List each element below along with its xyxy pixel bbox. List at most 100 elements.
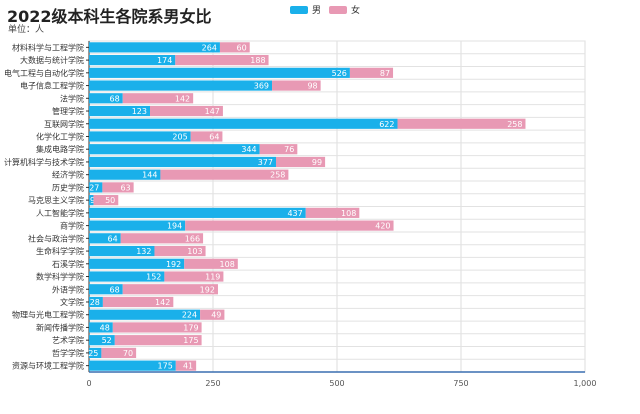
bar-female (102, 182, 134, 193)
y-tick-label: 大数据与统计学院 (20, 55, 84, 65)
data-label: 622 (379, 120, 394, 129)
data-label: 108 (220, 260, 235, 269)
bar-female (112, 322, 202, 333)
y-tick-label: 法学院 (60, 93, 84, 103)
bar-male (89, 105, 151, 117)
data-label: 188 (250, 56, 265, 65)
bar-male (89, 118, 398, 129)
x-tick-label: 750 (453, 379, 468, 388)
data-label: 119 (205, 273, 220, 282)
data-label: 377 (258, 158, 273, 167)
bar-male (89, 309, 201, 320)
bar-female (200, 309, 225, 320)
data-label: 437 (287, 209, 302, 218)
legend-item-male[interactable]: 男 (290, 3, 321, 16)
bar-female (275, 156, 326, 168)
bar-male (89, 220, 186, 231)
bar-female (272, 80, 321, 91)
data-label: 41 (183, 362, 193, 371)
bar-male (89, 207, 306, 218)
data-label: 192 (166, 260, 181, 269)
data-label: 224 (182, 311, 197, 320)
data-label: 68 (110, 285, 120, 294)
bar-female (122, 284, 218, 295)
y-tick-label: 生命科学学院 (36, 246, 84, 256)
data-label: 76 (284, 145, 294, 154)
bar-female (219, 42, 250, 53)
bar-female (349, 67, 394, 78)
y-tick-label: 人工智能学院 (36, 208, 84, 218)
bar-male (89, 360, 176, 371)
data-label: 526 (332, 69, 347, 78)
bar-male (89, 67, 350, 78)
y-tick-label: 马克思主义学院 (28, 195, 84, 205)
bar-male (89, 284, 123, 295)
y-tick-label: 电气工程与自动化学院 (4, 68, 84, 78)
x-tick-label: 0 (86, 379, 91, 388)
y-tick-label: 石溪学院 (52, 259, 84, 269)
data-label: 369 (254, 82, 269, 91)
chart-title: 2022级本科生各院系男女比 (7, 7, 212, 26)
data-label: 194 (167, 222, 182, 231)
bar-male (89, 233, 121, 244)
y-tick-label: 历史学院 (52, 182, 84, 192)
bar-male (89, 245, 155, 257)
y-tick-label: 文学院 (60, 297, 84, 307)
data-label: 63 (120, 183, 130, 192)
bar-female (114, 335, 202, 346)
bar-male (89, 80, 273, 91)
y-tick-label: 资源与环境工程学院 (12, 361, 84, 371)
data-label: 103 (187, 247, 202, 256)
data-label: 25 (88, 349, 98, 358)
bar-male (89, 296, 103, 308)
data-label: 49 (211, 311, 221, 320)
y-tick-label: 材料科学与工程学院 (12, 42, 84, 52)
legend-swatch-female (329, 5, 348, 14)
y-tick-label: 商学院 (60, 221, 84, 231)
y-tick-label: 管理学院 (52, 106, 84, 116)
bar-female (175, 360, 197, 371)
y-tick-label: 数学科学学院 (36, 272, 84, 282)
bar-female (160, 169, 289, 180)
data-label: 50 (105, 196, 115, 205)
bar-male (89, 131, 191, 142)
bar-female (184, 258, 238, 269)
bar-female (120, 233, 204, 244)
bar-male (89, 169, 161, 180)
y-tick-label: 计算机科学与技术学院 (4, 157, 84, 167)
data-label: 64 (108, 234, 118, 243)
data-label: 175 (183, 336, 198, 345)
legend-item-female[interactable]: 女 (329, 3, 360, 16)
data-label: 192 (200, 285, 215, 294)
bar-female (185, 220, 394, 231)
bar-female (122, 93, 194, 104)
data-label: 68 (110, 94, 120, 103)
data-label: 258 (507, 120, 522, 129)
bar-female (93, 195, 119, 206)
y-tick-label: 艺术学院 (52, 335, 84, 345)
data-label: 152 (146, 273, 161, 282)
bar-female (154, 245, 206, 257)
data-label: 87 (380, 69, 390, 78)
data-label: 264 (202, 43, 217, 52)
bar-male (89, 55, 176, 66)
bar-male (89, 347, 102, 358)
data-label: 344 (241, 145, 256, 154)
legend: 男 女 (290, 3, 360, 16)
data-label: 64 (209, 132, 219, 141)
data-label: 52 (102, 336, 112, 345)
legend-label-female: 女 (351, 6, 361, 16)
y-tick-label: 经济学院 (52, 170, 84, 180)
bar-female (259, 144, 298, 155)
y-tick-label: 物理与光电工程学院 (12, 310, 84, 320)
data-label: 174 (157, 56, 172, 65)
y-tick-label: 哲学学院 (52, 348, 84, 358)
data-label: 147 (205, 107, 220, 116)
legend-label-male: 男 (312, 6, 322, 16)
bar-female (150, 105, 223, 117)
data-label: 258 (270, 171, 285, 180)
data-label: 27 (89, 183, 99, 192)
bar-male (89, 322, 113, 333)
x-tick-label: 1,000 (574, 379, 597, 388)
